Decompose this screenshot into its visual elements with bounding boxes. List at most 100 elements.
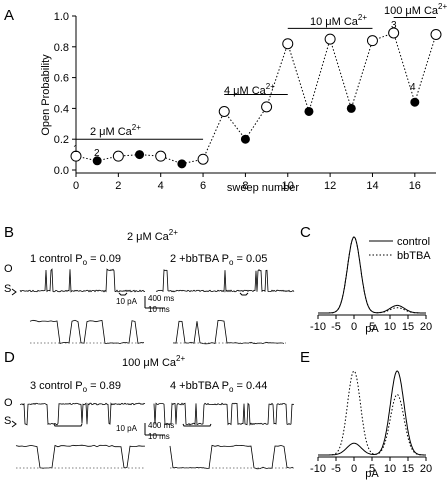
data-point-control <box>112 150 124 162</box>
point-label-1: 1 <box>73 144 79 155</box>
panel-a-xtick-label: 4 <box>158 180 164 192</box>
panel-a-ytick-label: 0.4 <box>54 103 69 115</box>
panel-a-xtick-label: 10 <box>282 180 294 192</box>
panel-a-letter: A <box>4 7 14 24</box>
panel-e-xtick-label: -5 <box>331 463 341 475</box>
data-point-control <box>282 38 294 50</box>
panel-b-left-label: 1 control Po = 0.09 <box>30 253 121 267</box>
panel-b-traces <box>19 268 295 345</box>
panel-a-xtick-label: 0 <box>73 180 79 192</box>
panel-a-xtick-label: 6 <box>200 180 206 192</box>
panel-d-scale-t1: 400 ms <box>148 421 174 430</box>
panel-d-traces <box>15 402 295 470</box>
data-point-control <box>388 27 400 39</box>
panel-c: C control bbTBA -10 -5 0 5 10 15 20 pA <box>300 224 432 335</box>
panel-b-letter: B <box>4 224 14 241</box>
panel-b-scale-t2: 10 ms <box>148 305 170 314</box>
trace-b-control-long <box>19 268 146 293</box>
panel-a-ytick-label: 1.0 <box>54 11 69 23</box>
panel-e-curve-control <box>318 370 426 456</box>
panel-b-open-level: O <box>4 263 13 275</box>
condition-label-4uM: 4 μM Ca2+ <box>224 82 275 97</box>
trace-d-bbtba-zoom <box>169 444 294 470</box>
trace-b-bbtba-long <box>155 269 295 293</box>
panel-a-ytick-label: 0.2 <box>54 134 69 146</box>
trace-b-control-bracket <box>118 292 128 296</box>
panel-c-xtick-label: 5 <box>369 321 375 333</box>
panel-e-xlabel: pA <box>365 468 379 480</box>
point-label-3: 3 <box>391 20 397 31</box>
panel-a-condition-bars <box>76 17 436 140</box>
trace-d-control-zoom <box>15 444 146 469</box>
panel-c-curve-control <box>318 236 426 314</box>
panel-d-scale-pa: 10 pA <box>116 424 138 433</box>
trace-d-bbtba-long <box>153 402 295 426</box>
panel-e-xtick-label: 5 <box>369 463 375 475</box>
panel-e-xtick-label: -10 <box>310 463 326 475</box>
panel-e-curve-bbtba <box>318 370 426 456</box>
panel-b-scale-t1: 400 ms <box>148 294 174 303</box>
panel-d-left-label: 3 control Po = 0.89 <box>30 380 121 394</box>
condition-label-10uM: 10 μM Ca2+ <box>310 13 367 28</box>
panel-a-line <box>75 32 437 165</box>
panel-a-ytick-label: 0.0 <box>54 165 69 177</box>
panel-b-header: 2 μM Ca2+ <box>127 228 178 243</box>
panel-a-ytick-label: 0.6 <box>54 73 69 85</box>
data-point-control <box>324 33 336 45</box>
panel-d-shut-level: S <box>4 415 11 427</box>
panel-c-xtick-label: -10 <box>310 321 326 333</box>
panel-b-shut-arrow-icon <box>11 288 17 296</box>
data-point-bbtba <box>240 134 250 144</box>
panel-b-right-label: 2 +bbTBA Po = 0.05 <box>170 253 267 267</box>
condition-label-2uM: 2 μM Ca2+ <box>90 123 141 138</box>
panel-c-xtick-label: -5 <box>331 321 341 333</box>
open-probability-series-line <box>75 32 437 165</box>
data-point-control <box>430 28 442 40</box>
trace-b-control-zoom <box>29 319 145 345</box>
data-point-bbtba <box>177 159 187 169</box>
condition-label-100uM: 100 μM Ca2+ <box>384 2 447 17</box>
panel-a-ytick-label: 0.8 <box>54 42 69 54</box>
panel-e: E -10 -5 0 5 10 15 20 pA <box>300 349 432 480</box>
panel-e-xtick-label: 15 <box>402 463 414 475</box>
panel-e-xtick-label: 20 <box>420 463 432 475</box>
trace-d-control-bracket <box>53 423 83 427</box>
panel-c-xtick-label: 0 <box>351 321 357 333</box>
panel-c-xlabel: pA <box>365 323 379 335</box>
panel-d-shut-arrow-icon <box>11 420 17 428</box>
data-point-bbtba <box>410 97 420 107</box>
legend-bbtba-label: bbTBA <box>397 250 431 262</box>
panel-c-plot: -10 -5 0 5 10 15 20 <box>310 236 432 333</box>
panel-e-xtick-label: 10 <box>384 463 396 475</box>
data-point-control <box>366 35 378 47</box>
data-point-bbtba <box>92 156 102 166</box>
panel-c-letter: C <box>300 224 311 241</box>
data-point-control <box>155 150 167 162</box>
panel-a: A Open Probability sweep number 0.0 0.2 0.… <box>4 2 447 194</box>
trace-d-bbtba-bracket <box>182 423 212 427</box>
panel-d-header: 100 μM Ca2+ <box>122 354 185 369</box>
panel-c-xtick-label: 10 <box>384 321 396 333</box>
panel-d-scale-t2: 10 ms <box>148 432 170 441</box>
panel-a-point-labels: 1 2 3 4 <box>73 20 416 159</box>
data-point-control <box>261 101 273 113</box>
panel-a-xtick-label: 2 <box>115 180 121 192</box>
panel-d-right-label: 4 +bbTBA Po = 0.44 <box>170 380 267 394</box>
panel-b: B 2 μM Ca2+ 1 control Po = 0.09 2 +bbTBA… <box>4 224 295 345</box>
point-label-4: 4 <box>410 82 416 93</box>
data-point-bbtba <box>135 150 145 160</box>
panel-c-xtick-label: 20 <box>420 321 432 333</box>
panel-a-xtick-label: 12 <box>324 180 336 192</box>
trace-b-bbtba-bracket <box>239 292 249 296</box>
panel-b-shut-level: S <box>4 283 11 295</box>
panel-e-letter: E <box>300 349 310 366</box>
panel-d: D 100 μM Ca2+ 3 control Po = 0.89 4 +bbT… <box>4 349 295 470</box>
panel-e-plot: -10 -5 0 5 10 15 20 <box>310 370 432 475</box>
panel-e-xtick-label: 0 <box>351 463 357 475</box>
panel-a-xlabel: sweep number <box>227 182 299 194</box>
data-point-control <box>218 105 230 117</box>
panel-d-letter: D <box>4 349 15 366</box>
panel-d-open-level: O <box>4 397 13 409</box>
panel-a-condition-labels: 2 μM Ca2+ 4 μM Ca2+ 10 μM Ca2+ 100 μM Ca… <box>90 2 447 138</box>
